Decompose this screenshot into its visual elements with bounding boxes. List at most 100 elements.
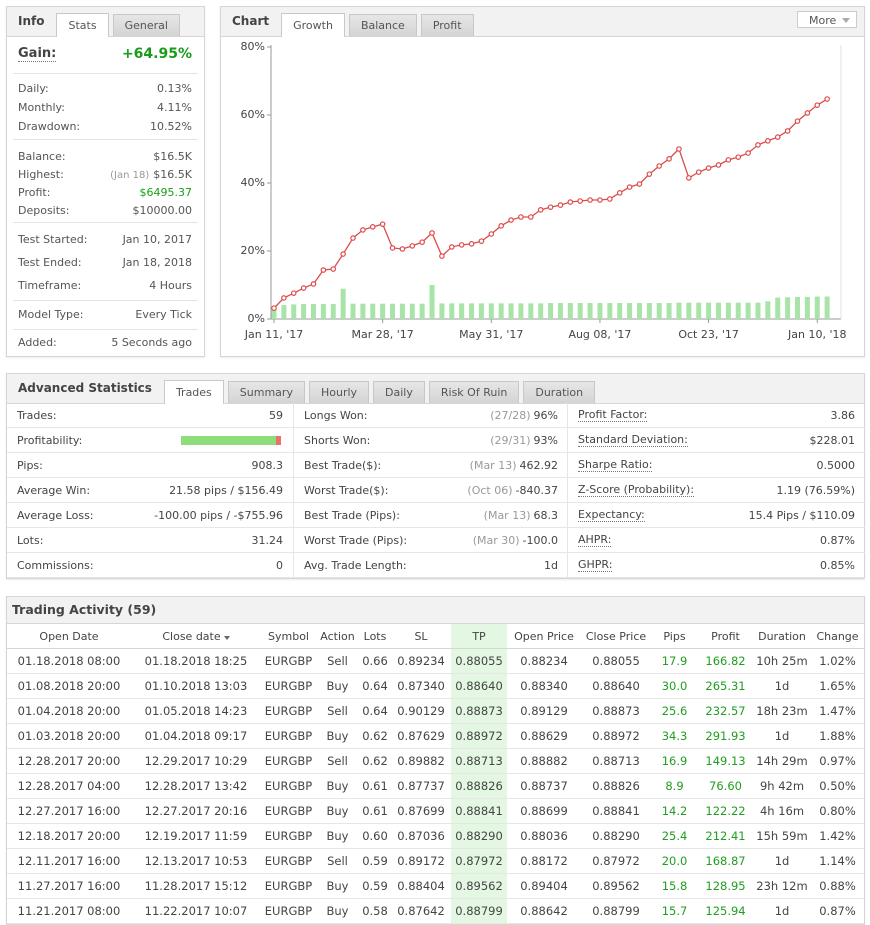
volume-bar [646, 303, 652, 319]
stat-label: Deposits: [18, 203, 70, 217]
column-header[interactable]: Profit [698, 623, 753, 649]
tab[interactable]: Daily [373, 381, 425, 403]
volume-bar [409, 303, 415, 319]
column-header[interactable]: Open Date [7, 623, 131, 649]
stats-column: Longs Won: (27/28) 96% Shorts Won: (29/31) 93… [293, 403, 568, 578]
volume-bar [567, 303, 573, 319]
volume-bar [775, 297, 781, 319]
volume-bar [429, 285, 435, 319]
trade-cell: 12.11.2017 16:00 [7, 848, 131, 874]
tab[interactable]: General [112, 14, 180, 36]
growth-point [725, 157, 732, 163]
trade-cell: 8.9 [651, 773, 698, 799]
trading-activity-panel: Trading Activity (59) Open Date Close dat… [6, 596, 865, 925]
volume-bar [330, 304, 336, 319]
tab[interactable]: Trades [163, 380, 224, 404]
trade-cell: 265.31 [698, 673, 753, 699]
stat-row: Test Started: Jan 10, 2017 [18, 228, 192, 251]
header-text: TP [472, 629, 486, 643]
growth-point [636, 181, 643, 187]
volume-bar [548, 303, 554, 319]
stats-row: Avg. Trade Length: 1d [294, 553, 568, 578]
more-label: More [809, 14, 837, 27]
y-tick-label: 0% [248, 312, 265, 325]
stat-value-wrap: $6495.37 [140, 186, 193, 199]
trade-cell: 1.88% [811, 723, 864, 749]
column-header[interactable]: Close date [131, 623, 261, 649]
tab[interactable]: Stats [56, 13, 109, 37]
growth-point [824, 96, 830, 102]
stats-value: -840.37 [515, 483, 558, 497]
stats-value: 0.5000 [816, 458, 856, 472]
stat-value: $6495.37 [139, 185, 193, 199]
stats-row: Average Win: 21.58 pips / $156.49 [7, 478, 293, 503]
column-header[interactable]: Close Price [581, 623, 651, 649]
trade-cell: 0.87699 [391, 798, 451, 824]
stat-value-wrap: Jan 10, 2017 [123, 233, 192, 246]
growth-point [528, 214, 534, 220]
tab[interactable]: Profit [420, 14, 474, 36]
growth-point [488, 231, 495, 237]
trade-cell: 01.08.2018 20:00 [7, 673, 131, 699]
trade-cell: 12.18.2017 20:00 [7, 823, 131, 849]
volume-bar [676, 302, 682, 319]
trade-row: 12.27.2017 16:00 12.27.2017 20:16 EURGBP Bu… [7, 798, 864, 824]
column-header[interactable]: TP [451, 623, 507, 649]
growth-point [774, 134, 781, 140]
column-header[interactable]: Open Price [507, 623, 581, 649]
volume-bar [301, 304, 307, 319]
volume-bar [577, 303, 583, 319]
tab[interactable]: Duration [523, 381, 596, 403]
trade-cell: 0.88290 [451, 823, 507, 849]
volume-bar [587, 303, 593, 319]
stats-label: Average Win: [17, 483, 91, 497]
volume-bar [439, 303, 445, 319]
trade-cell: 10h 25m [753, 648, 811, 674]
trade-cell: 0.88873 [581, 698, 651, 724]
trade-cell: 01.04.2018 09:17 [131, 723, 261, 749]
stat-value-wrap: $16.5K [153, 150, 192, 163]
trade-cell: 0.87972 [581, 848, 651, 874]
panel-title: Advanced Statistics [18, 381, 152, 395]
x-tick-label: Jan 11, '17 [244, 328, 303, 341]
stats-row: Average Loss: -100.00 pips / -$755.96 [7, 503, 293, 528]
stats-label: Commissions: [17, 558, 94, 572]
column-header[interactable]: Duration [753, 623, 811, 649]
stats-value-wrap: 0.85% [820, 559, 855, 572]
volume-bar [281, 305, 287, 319]
stats-row: Commissions: 0 [7, 553, 293, 578]
stat-label: Profit: [18, 185, 51, 199]
growth-point [567, 199, 574, 205]
stats-row: Best Trade($): (Mar 13) 462.92 [294, 453, 568, 478]
trade-cell: 125.94 [698, 898, 753, 924]
tab[interactable]: Summary [227, 381, 305, 403]
tab[interactable]: Risk Of Ruin [428, 381, 520, 403]
tab[interactable]: Hourly [308, 381, 370, 403]
tab[interactable]: Growth [281, 13, 345, 37]
column-header[interactable]: Action [316, 623, 359, 649]
trade-cell: 0.89404 [507, 873, 581, 899]
volume-bar [725, 302, 731, 319]
tab[interactable]: Balance [348, 14, 417, 36]
stats-label: GHPR: [578, 558, 613, 572]
stats-value: 1.19 (76.59%) [776, 483, 855, 497]
trade-row: 01.04.2018 20:00 01.05.2018 14:23 EURGBP Se… [7, 698, 864, 724]
volume-bar [449, 303, 455, 319]
trade-cell: 0.88826 [451, 773, 507, 799]
trade-row: 12.28.2017 04:00 12.28.2017 13:42 EURGBP Bu… [7, 773, 864, 799]
trade-cell: 0.88799 [581, 898, 651, 924]
column-header[interactable]: SL [391, 623, 451, 649]
trade-cell: EURGBP [261, 798, 316, 824]
column-header[interactable]: Change [811, 623, 864, 649]
stat-row: Test Ended: Jan 18, 2018 [18, 251, 192, 274]
column-header[interactable]: Lots [359, 623, 391, 649]
volume-bar [656, 303, 662, 319]
stats-value-wrap: 908.3 [252, 459, 284, 472]
column-header[interactable]: Symbol [261, 623, 316, 649]
column-header[interactable]: Pips [651, 623, 698, 649]
trade-cell: 12.13.2017 10:53 [131, 848, 261, 874]
stats-value-wrap: $228.01 [810, 434, 856, 447]
separator [13, 300, 198, 301]
more-button[interactable]: More [797, 11, 857, 28]
volume-bar [617, 303, 623, 319]
